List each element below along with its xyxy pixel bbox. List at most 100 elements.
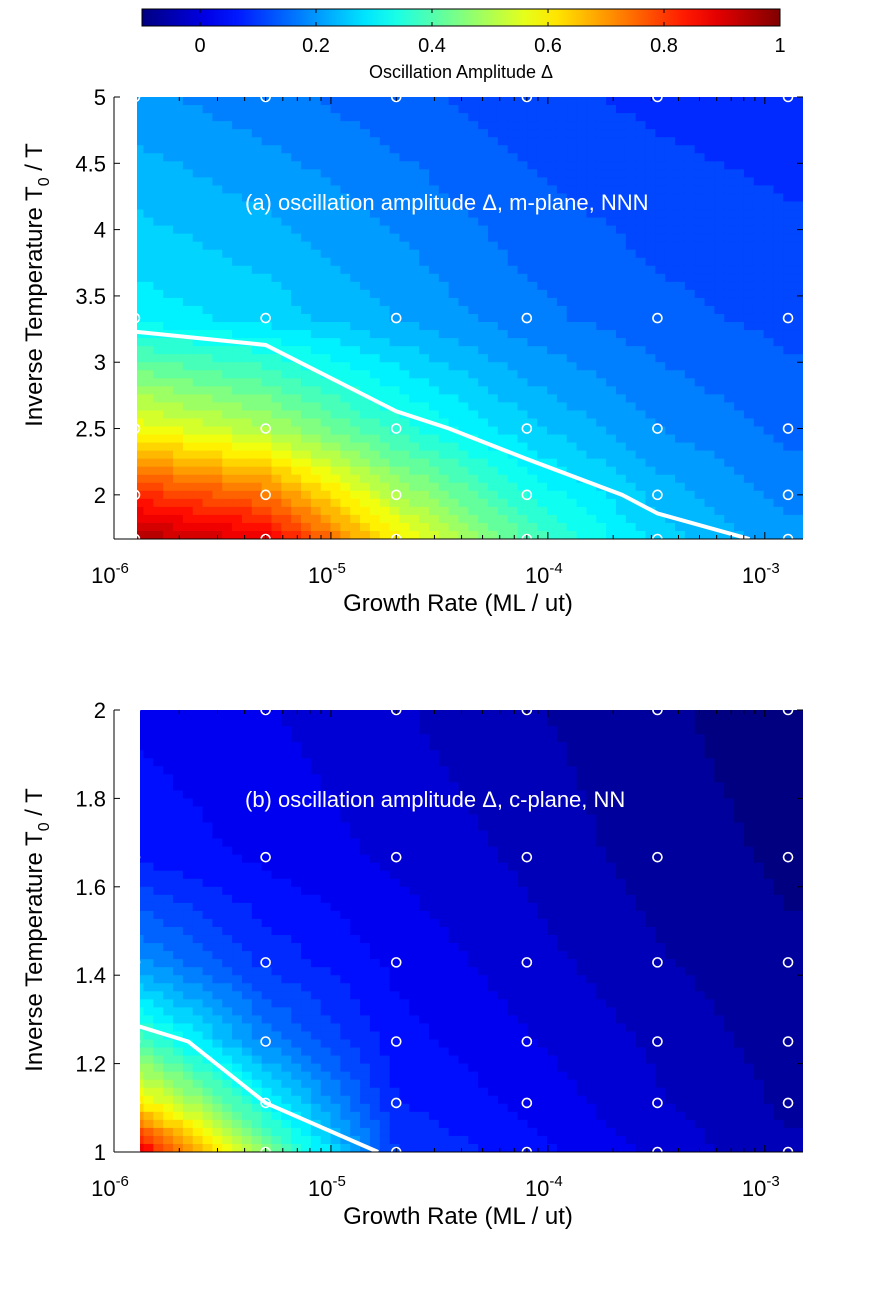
heatmap-cell (310, 121, 322, 130)
heatmap-cell (271, 758, 282, 767)
heatmap-cell (143, 169, 154, 178)
heatmap-cell (458, 153, 469, 162)
heatmap-cell (202, 1063, 214, 1073)
heatmap-cell (419, 426, 430, 436)
heatmap-cell (182, 1135, 194, 1145)
heatmap-cell (310, 113, 322, 122)
heatmap-cell (251, 1007, 263, 1016)
heatmap-cell (163, 734, 174, 743)
heatmap-cell (507, 410, 519, 420)
heatmap-cell (556, 474, 568, 484)
heatmap-cell (488, 354, 499, 363)
heatmap-cell (330, 121, 341, 130)
heatmap-cell (507, 330, 519, 339)
heatmap-cell (763, 257, 775, 267)
heatmap-cell (173, 257, 184, 267)
heatmap-cell (251, 394, 263, 403)
heatmap-cell (212, 878, 223, 888)
heatmap-cell (124, 426, 134, 435)
heatmap-cell (173, 886, 184, 896)
heatmap-cell (556, 217, 568, 227)
heatmap-cell (586, 137, 597, 146)
heatmap-cell (222, 902, 233, 912)
heatmap-cell (586, 498, 597, 508)
heatmap-cell (202, 169, 214, 178)
heatmap-cell (389, 506, 401, 516)
heatmap-cell (232, 482, 243, 492)
heatmap-cell (232, 129, 243, 138)
heatmap-cell (615, 113, 627, 122)
heatmap-cell (399, 241, 410, 251)
heatmap-cell (153, 338, 164, 347)
heatmap-cell (635, 322, 647, 331)
heatmap-cell (537, 297, 548, 307)
heatmap-cell (625, 386, 637, 395)
heatmap-cell (743, 362, 755, 371)
heatmap-cell (281, 265, 292, 275)
heatmap-cell (596, 297, 607, 307)
heatmap-cell (655, 297, 666, 307)
heatmap-cell (468, 113, 479, 122)
heatmap-cell (517, 273, 528, 283)
heatmap-cell (615, 482, 627, 492)
heatmap-cell (153, 394, 164, 403)
heatmap-cell (409, 273, 420, 283)
heatmap-cell (281, 201, 292, 211)
heatmap-cell (468, 506, 479, 516)
heatmap-cell (212, 482, 223, 492)
heatmap-cell (675, 177, 686, 186)
heatmap-cell (606, 330, 617, 339)
heatmap-cell (173, 362, 184, 371)
heatmap-cell (389, 289, 401, 299)
heatmap-cell (458, 354, 469, 363)
heatmap-cell (271, 169, 282, 178)
heatmap-cell (438, 201, 450, 211)
heatmap-cell (428, 241, 440, 251)
heatmap-cell (694, 346, 706, 355)
heatmap-cell (773, 482, 784, 492)
sample-point (129, 312, 141, 324)
heatmap-cell (182, 370, 194, 379)
heatmap-cell (556, 338, 568, 347)
heatmap-cell (409, 498, 420, 508)
heatmap-cell (330, 450, 341, 460)
heatmap-cell (675, 458, 686, 468)
heatmap-cell (124, 911, 134, 920)
heatmap-cell (753, 434, 765, 444)
heatmap-cell (232, 281, 243, 291)
heatmap-cell (556, 137, 568, 146)
heatmap-cell (428, 193, 440, 203)
heatmap-cell (137, 113, 145, 122)
heatmap-cell (448, 265, 460, 275)
heatmap-cell (241, 718, 253, 727)
heatmap-cell (517, 217, 528, 227)
heatmap-cell (163, 442, 174, 452)
heatmap-cell (734, 249, 745, 259)
heatmap-cell (251, 458, 263, 468)
heatmap-cell (448, 450, 460, 460)
heatmap-cell (684, 466, 696, 476)
heatmap-cell (389, 233, 401, 243)
heatmap-cell (615, 153, 627, 162)
heatmap-cell (212, 766, 223, 775)
heatmap-cell (350, 169, 361, 178)
heatmap-cell (153, 854, 164, 864)
heatmap-cell (124, 290, 134, 299)
heatmap-cell (783, 354, 794, 363)
heatmap-cell (586, 177, 597, 186)
heatmap-cell (261, 854, 273, 864)
heatmap-cell (202, 442, 214, 452)
heatmap-cell (222, 782, 233, 791)
heatmap-cell (251, 1135, 263, 1145)
heatmap-cell (114, 798, 124, 807)
heatmap-cell (724, 169, 735, 178)
heatmap-cell (714, 338, 725, 347)
heatmap-cell (763, 362, 775, 371)
heatmap-cell (271, 257, 282, 267)
heatmap-cell (340, 97, 351, 106)
heatmap-cell (488, 169, 499, 178)
heatmap-cell (173, 418, 184, 428)
heatmap-cell (468, 450, 479, 460)
heatmap-cell (192, 854, 204, 864)
heatmap-cell (124, 1023, 134, 1032)
